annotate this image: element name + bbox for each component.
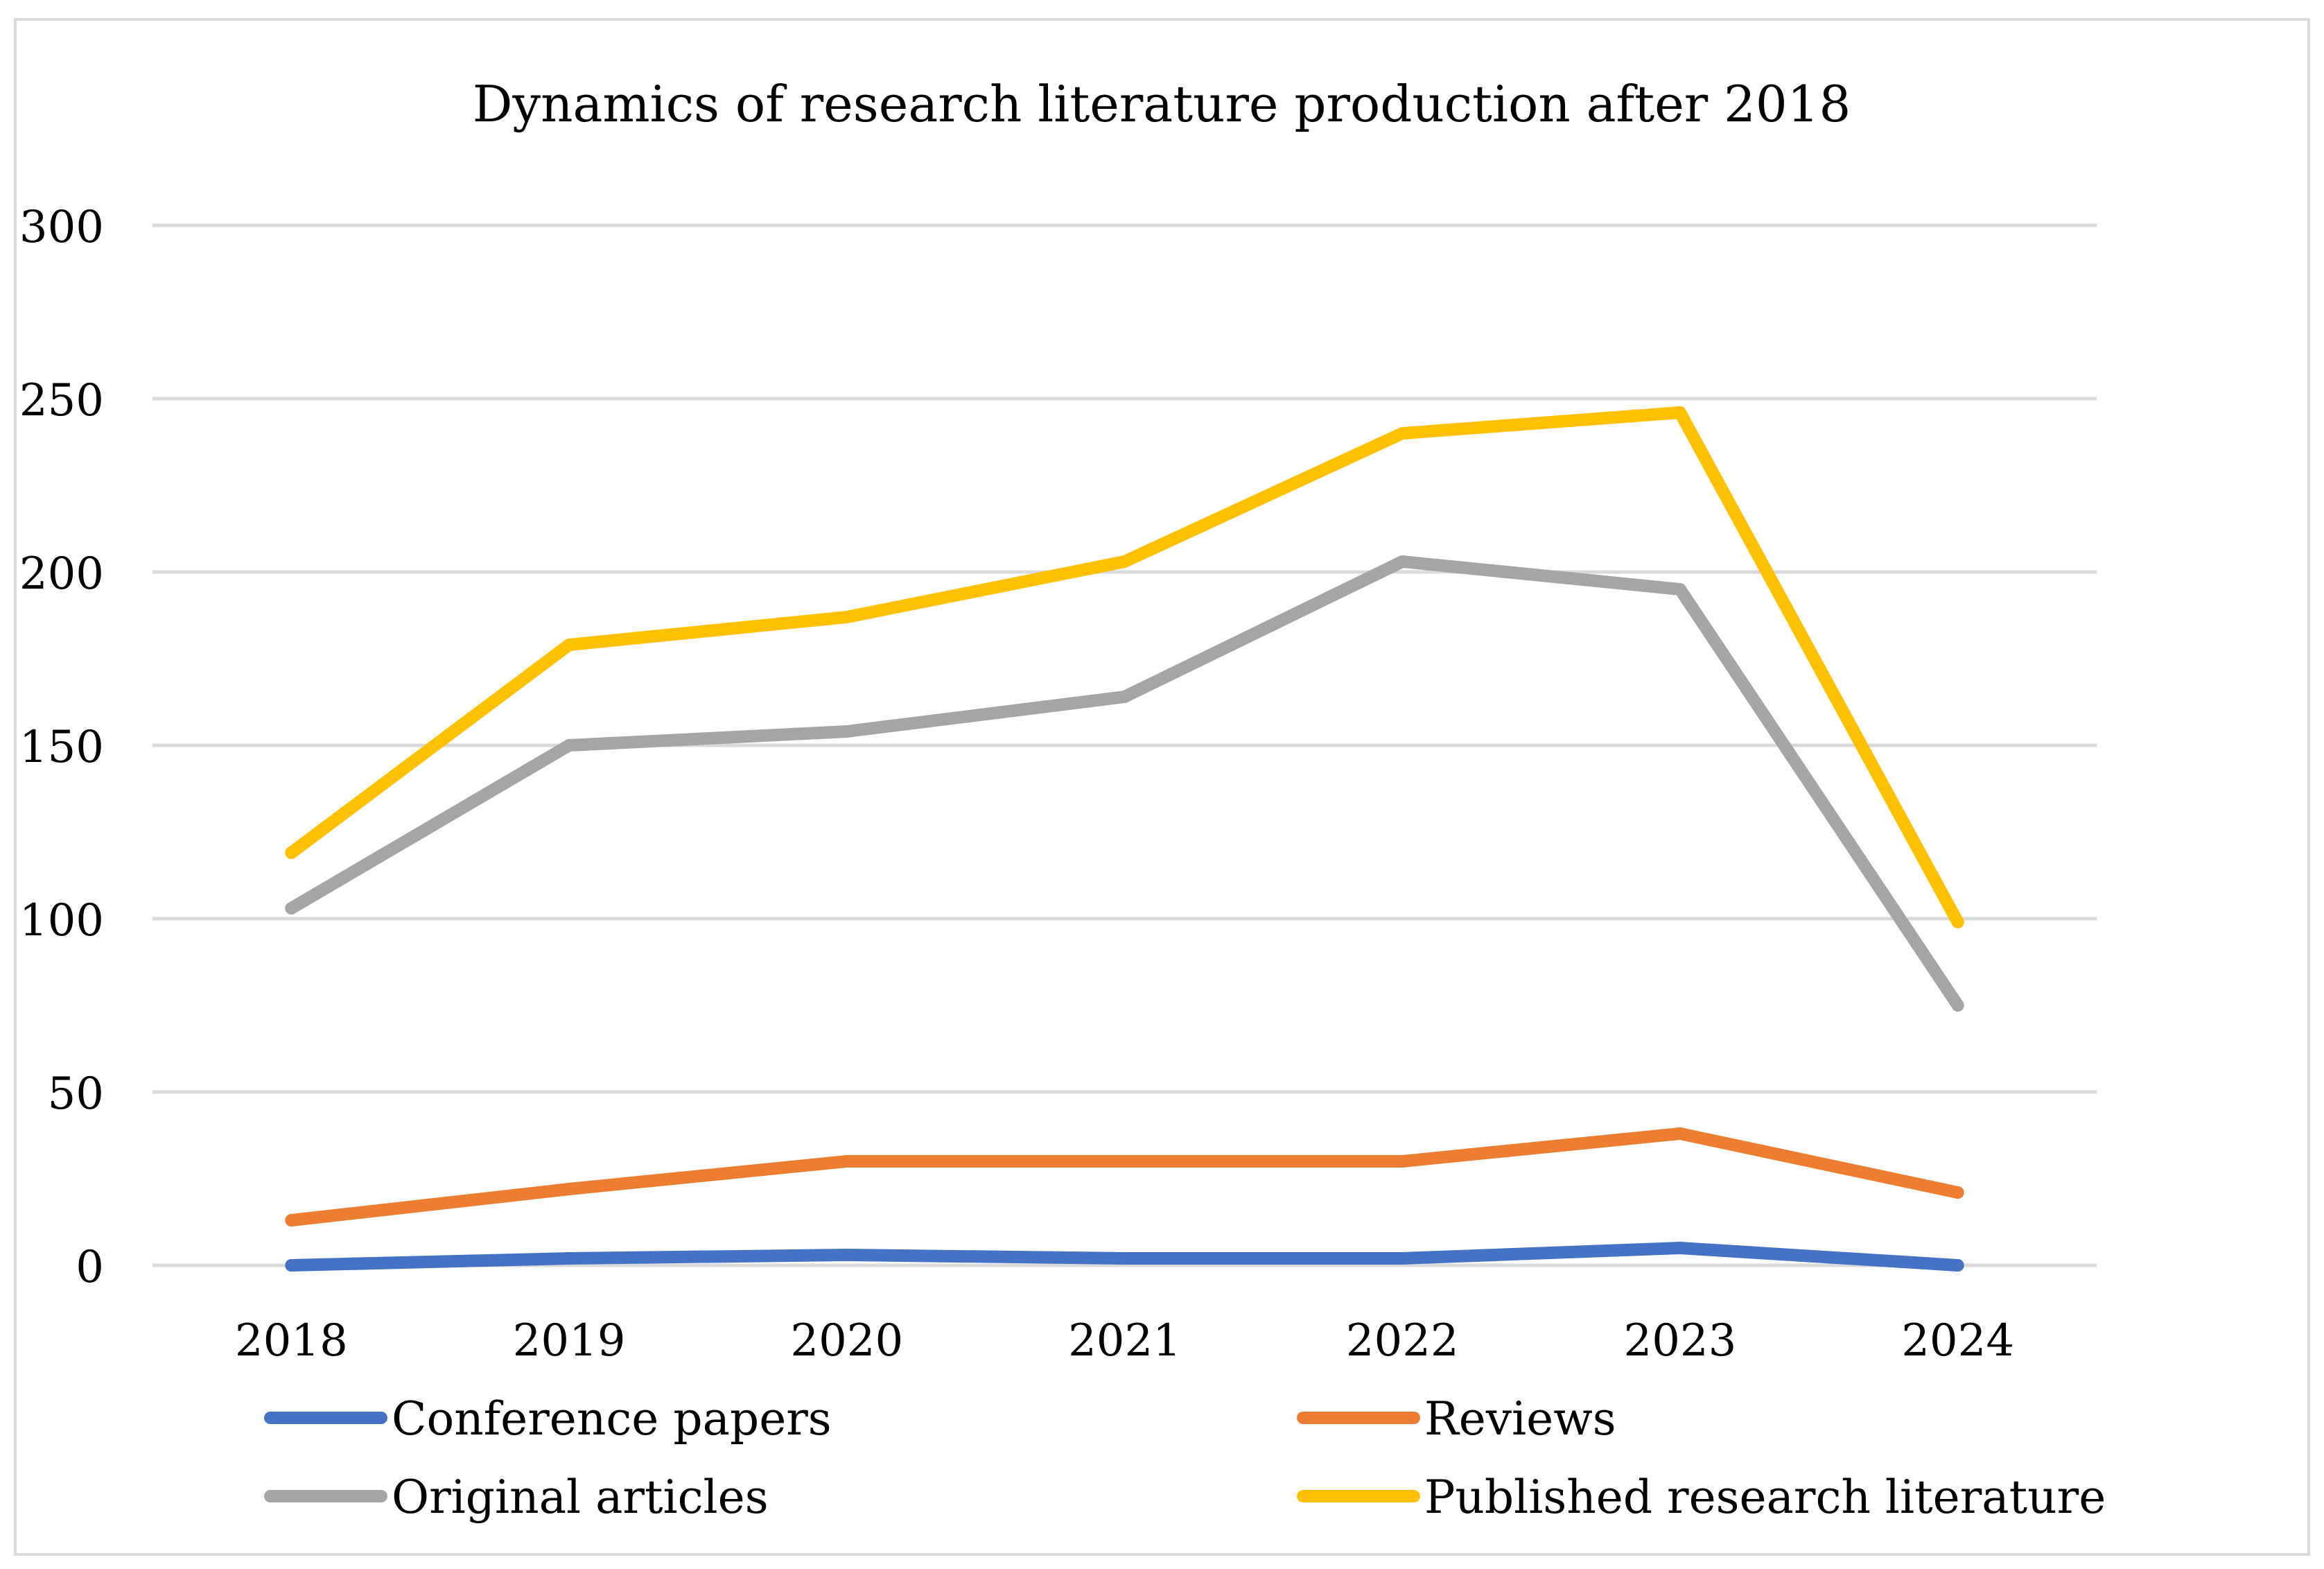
data-point-reviews-2018	[285, 1214, 298, 1226]
series-original-articles	[285, 555, 1964, 1012]
x-tick-label: 2020	[790, 1315, 903, 1367]
data-point-published-research-literature-2024	[1951, 916, 1964, 928]
data-point-conference-papers-2021	[1118, 1252, 1131, 1265]
data-point-reviews-2021	[1118, 1155, 1131, 1168]
y-tick-label: 250	[19, 375, 104, 426]
legend-label: Reviews	[1424, 1392, 1616, 1446]
series-published-research-literature	[285, 406, 1964, 928]
y-tick-label: 100	[19, 895, 104, 946]
series-conference-papers	[285, 1242, 1964, 1272]
data-point-reviews-2019	[563, 1183, 576, 1195]
data-point-published-research-literature-2020	[840, 611, 853, 623]
y-axis-tick-labels: 0 50 100 150 200 250 300	[19, 202, 104, 1293]
series-lines	[285, 406, 1964, 1272]
data-point-published-research-literature-2019	[563, 639, 576, 651]
data-point-original-articles-2019	[563, 739, 576, 752]
x-tick-label: 2021	[1068, 1315, 1181, 1367]
x-tick-label: 2018	[235, 1315, 348, 1367]
x-tick-label: 2024	[1901, 1315, 2014, 1367]
chart-border	[14, 18, 2310, 1556]
data-point-published-research-literature-2021	[1118, 555, 1131, 568]
data-point-original-articles-2021	[1118, 691, 1131, 703]
x-axis-tick-labels: 2018 2019 2020 2021 2022 2023 2024	[235, 1315, 2014, 1367]
y-tick-label: 150	[19, 722, 104, 773]
series-reviews	[285, 1127, 1964, 1226]
legend-label: Published research literature	[1424, 1471, 2106, 1524]
y-tick-label: 300	[19, 202, 104, 253]
y-tick-label: 200	[19, 548, 104, 600]
data-point-published-research-literature-2018	[285, 847, 298, 859]
legend-item-published-research-literature: Published research literature	[1297, 1471, 2106, 1524]
legend-item-reviews: Reviews	[1297, 1392, 1616, 1446]
chart-title: Dynamics of research literature producti…	[473, 75, 1851, 133]
data-point-conference-papers-2022	[1396, 1252, 1409, 1265]
data-point-reviews-2023	[1673, 1127, 1686, 1140]
legend: Conference papers Reviews Original article…	[264, 1392, 2106, 1524]
data-point-original-articles-2024	[1951, 999, 1964, 1012]
data-point-published-research-literature-2022	[1396, 427, 1409, 440]
data-point-conference-papers-2020	[840, 1249, 853, 1261]
x-tick-label: 2022	[1346, 1315, 1459, 1367]
data-point-conference-papers-2018	[285, 1259, 298, 1272]
legend-item-conference-papers: Conference papers	[264, 1392, 832, 1446]
data-point-conference-papers-2024	[1951, 1259, 1964, 1272]
y-tick-label: 0	[76, 1242, 104, 1293]
data-point-original-articles-2023	[1673, 583, 1686, 596]
data-point-published-research-literature-2023	[1673, 406, 1686, 419]
data-point-reviews-2024	[1951, 1186, 1964, 1199]
legend-item-original-articles: Original articles	[264, 1471, 769, 1524]
data-point-reviews-2020	[840, 1155, 853, 1168]
data-point-original-articles-2020	[840, 725, 853, 738]
legend-label: Conference papers	[392, 1392, 832, 1446]
data-point-conference-papers-2023	[1673, 1242, 1686, 1254]
data-point-reviews-2022	[1396, 1155, 1409, 1168]
data-point-original-articles-2022	[1396, 555, 1409, 568]
x-tick-label: 2023	[1623, 1315, 1736, 1367]
data-point-original-articles-2018	[285, 902, 298, 914]
y-tick-label: 50	[48, 1068, 104, 1120]
data-point-conference-papers-2019	[563, 1252, 576, 1265]
legend-label: Original articles	[392, 1471, 769, 1524]
x-tick-label: 2019	[513, 1315, 626, 1367]
